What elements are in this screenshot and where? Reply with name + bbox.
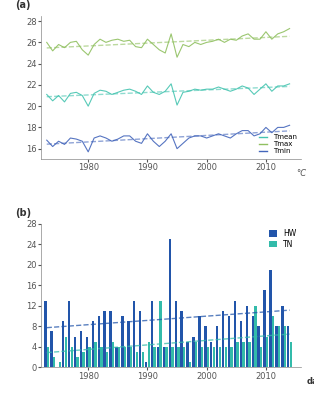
Bar — [175, 301, 177, 367]
Bar — [100, 347, 103, 367]
Bar — [246, 306, 248, 367]
Bar — [183, 347, 186, 367]
Bar — [80, 331, 82, 367]
Bar — [47, 347, 49, 367]
Legend: HW, TN: HW, TN — [268, 228, 298, 250]
Bar — [94, 342, 97, 367]
Bar — [222, 311, 224, 367]
Bar — [252, 316, 254, 367]
Bar — [163, 347, 165, 367]
Bar — [112, 342, 114, 367]
Bar — [59, 362, 61, 367]
Bar — [204, 326, 207, 367]
Bar — [151, 301, 153, 367]
Bar — [236, 342, 239, 367]
Bar — [124, 347, 126, 367]
Bar — [272, 316, 274, 367]
Bar — [171, 347, 174, 367]
Text: (a): (a) — [15, 0, 30, 10]
Bar — [53, 357, 55, 367]
Bar — [216, 326, 219, 367]
Bar — [278, 326, 280, 367]
Text: (b): (b) — [15, 208, 31, 218]
Text: °C: °C — [296, 169, 306, 178]
Bar — [192, 337, 195, 367]
Bar — [145, 362, 147, 367]
Bar — [133, 301, 135, 367]
Bar — [213, 347, 215, 367]
Bar — [139, 311, 141, 367]
Bar — [242, 342, 245, 367]
Bar — [284, 326, 286, 367]
Bar — [62, 321, 64, 367]
Bar — [44, 301, 46, 367]
Bar — [118, 347, 120, 367]
Bar — [187, 342, 189, 367]
Bar — [104, 311, 106, 367]
Bar — [92, 321, 94, 367]
Bar — [210, 342, 213, 367]
Bar — [260, 347, 263, 367]
Bar — [115, 347, 118, 367]
Bar — [189, 362, 192, 367]
Bar — [121, 316, 124, 367]
Bar — [281, 306, 284, 367]
Bar — [195, 342, 197, 367]
Bar — [287, 326, 290, 367]
Bar — [130, 347, 132, 367]
Bar — [207, 347, 209, 367]
Bar — [127, 321, 130, 367]
Bar — [290, 342, 292, 367]
Bar — [98, 316, 100, 367]
Bar — [257, 326, 260, 367]
Bar — [50, 331, 52, 367]
Bar — [201, 347, 203, 367]
Bar — [228, 316, 230, 367]
Bar — [88, 347, 91, 367]
Bar — [230, 347, 233, 367]
Bar — [157, 347, 159, 367]
Bar — [82, 352, 85, 367]
Bar — [71, 347, 73, 367]
Text: days: days — [307, 377, 314, 386]
Bar — [142, 352, 144, 367]
Bar — [219, 347, 221, 367]
Bar — [234, 301, 236, 367]
Bar — [154, 347, 156, 367]
Bar — [68, 301, 70, 367]
Bar — [254, 306, 257, 367]
Bar — [225, 347, 227, 367]
Bar — [74, 337, 76, 367]
Bar — [165, 347, 168, 367]
Bar — [136, 352, 138, 367]
Bar — [248, 342, 251, 367]
Bar — [86, 337, 88, 367]
Legend: Tmean, Tmax, Tmin: Tmean, Tmax, Tmin — [257, 133, 298, 156]
Bar — [160, 301, 162, 367]
Bar — [240, 321, 242, 367]
Bar — [198, 316, 201, 367]
Bar — [169, 239, 171, 367]
Bar — [109, 311, 112, 367]
Bar — [106, 352, 108, 367]
Bar — [263, 290, 266, 367]
Bar — [269, 270, 272, 367]
Bar — [77, 357, 79, 367]
Bar — [148, 342, 150, 367]
Bar — [65, 337, 67, 367]
Bar — [266, 337, 268, 367]
Bar — [181, 311, 183, 367]
Bar — [177, 347, 180, 367]
Bar — [275, 326, 278, 367]
